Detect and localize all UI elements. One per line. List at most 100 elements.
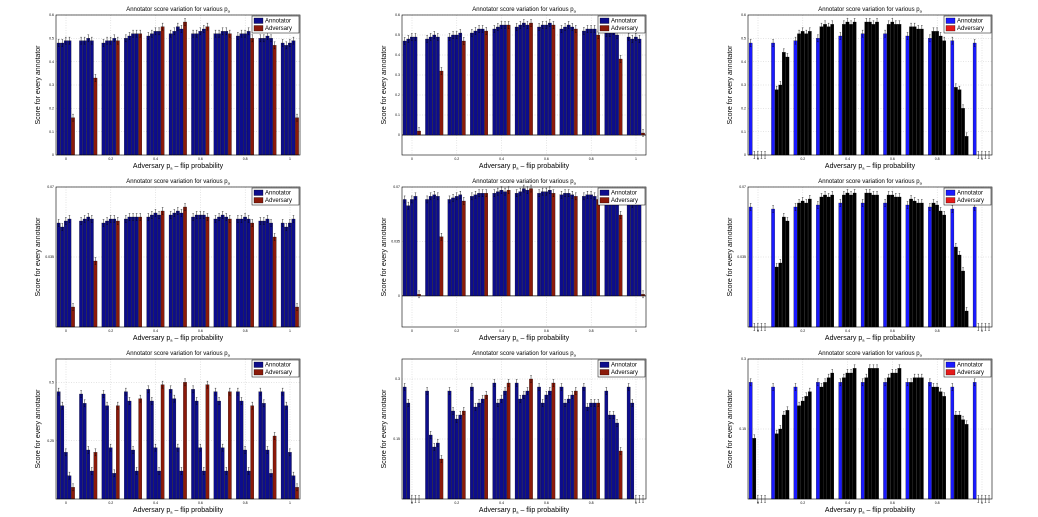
bar bbox=[826, 196, 831, 328]
bar bbox=[514, 193, 519, 297]
bar bbox=[236, 391, 240, 500]
bar bbox=[496, 26, 500, 136]
y-tick-label: 0.3 bbox=[741, 357, 746, 361]
xlabel-suffix: – flip probability bbox=[173, 163, 224, 170]
x-tick-label: 1 bbox=[981, 157, 983, 161]
bar bbox=[146, 35, 151, 156]
bar bbox=[816, 204, 820, 328]
bar bbox=[458, 32, 463, 136]
title-subscript: a bbox=[574, 181, 577, 186]
bar bbox=[748, 206, 753, 328]
bar bbox=[570, 26, 575, 136]
bar bbox=[611, 30, 616, 136]
bar bbox=[239, 33, 244, 156]
bar bbox=[291, 40, 296, 156]
bar bbox=[608, 414, 612, 500]
bar bbox=[771, 208, 775, 328]
bar bbox=[451, 34, 455, 136]
bar bbox=[269, 38, 273, 156]
bar bbox=[890, 194, 895, 328]
bar bbox=[771, 386, 775, 500]
bar bbox=[793, 386, 798, 500]
legend-swatch bbox=[945, 25, 956, 32]
bar bbox=[845, 372, 850, 500]
bar bbox=[808, 31, 812, 156]
x-tick-label: 0.8 bbox=[243, 501, 248, 505]
xlabel-subscript: a bbox=[170, 338, 173, 343]
bar bbox=[548, 189, 552, 297]
bar bbox=[473, 194, 478, 297]
bar bbox=[454, 196, 459, 297]
legend-box bbox=[251, 359, 300, 378]
bar bbox=[778, 428, 783, 500]
bar bbox=[816, 38, 820, 156]
bar bbox=[935, 31, 939, 156]
plot-frame bbox=[55, 14, 301, 156]
x-tick-label: 0.8 bbox=[935, 157, 940, 161]
bar bbox=[830, 372, 834, 500]
bar bbox=[540, 402, 545, 500]
bar bbox=[782, 216, 786, 328]
bar bbox=[484, 193, 488, 297]
legend-swatch bbox=[599, 189, 610, 196]
chart-panel-4: 0.035 0.07 0 0.2 0.4 0.6 0.8 1 Annotator score v… bbox=[0, 172, 346, 344]
bar bbox=[615, 422, 619, 500]
legend-label: Annotator bbox=[957, 363, 983, 369]
bar bbox=[127, 35, 132, 156]
x-tick-label: 0 bbox=[411, 157, 413, 161]
bar bbox=[909, 382, 913, 500]
bar bbox=[217, 216, 221, 328]
bar bbox=[82, 40, 87, 156]
bar bbox=[592, 28, 597, 136]
bar bbox=[782, 414, 786, 500]
bar bbox=[611, 196, 616, 297]
bar bbox=[868, 368, 872, 500]
bar bbox=[916, 28, 921, 156]
bar bbox=[522, 394, 526, 500]
bar bbox=[868, 192, 872, 328]
bar bbox=[86, 38, 91, 156]
bar bbox=[134, 216, 139, 328]
bar bbox=[592, 402, 597, 500]
bar bbox=[246, 218, 251, 328]
bar bbox=[626, 386, 631, 500]
bar bbox=[250, 38, 254, 156]
bar bbox=[160, 384, 165, 500]
bar bbox=[886, 377, 891, 500]
bar bbox=[451, 197, 455, 297]
bar bbox=[116, 40, 120, 156]
bar bbox=[191, 389, 195, 500]
y-tick-label: 0.4 bbox=[395, 53, 400, 57]
bar bbox=[150, 214, 154, 328]
bar bbox=[785, 220, 790, 328]
bar bbox=[634, 36, 638, 136]
bar bbox=[402, 386, 407, 500]
y-tick-label: 0 bbox=[398, 294, 400, 298]
xlabel-subscript: a bbox=[862, 338, 865, 343]
bar bbox=[566, 24, 571, 136]
x-tick-label: 1 bbox=[289, 157, 291, 161]
bar bbox=[470, 196, 474, 297]
legend-label: Adversary bbox=[957, 370, 984, 376]
bar bbox=[146, 216, 151, 328]
bar bbox=[202, 28, 206, 156]
bar bbox=[56, 391, 61, 500]
bar bbox=[894, 196, 898, 328]
bar bbox=[220, 214, 225, 328]
bar bbox=[224, 216, 229, 328]
bar bbox=[522, 22, 526, 136]
bar bbox=[56, 42, 61, 156]
bar bbox=[912, 200, 917, 328]
bar bbox=[131, 449, 135, 500]
legend-label: Annotator bbox=[265, 191, 291, 197]
bar bbox=[838, 382, 843, 500]
bar bbox=[60, 42, 65, 156]
bar bbox=[198, 214, 203, 328]
x-axis-label: Adversary pa – flip probability bbox=[133, 163, 224, 171]
bar bbox=[462, 200, 466, 297]
y-tick-label: 0.15 bbox=[739, 427, 746, 431]
bar bbox=[630, 38, 635, 136]
x-axis-label: Adversary pa – flip probability bbox=[479, 507, 570, 515]
plot-frame bbox=[401, 14, 647, 156]
